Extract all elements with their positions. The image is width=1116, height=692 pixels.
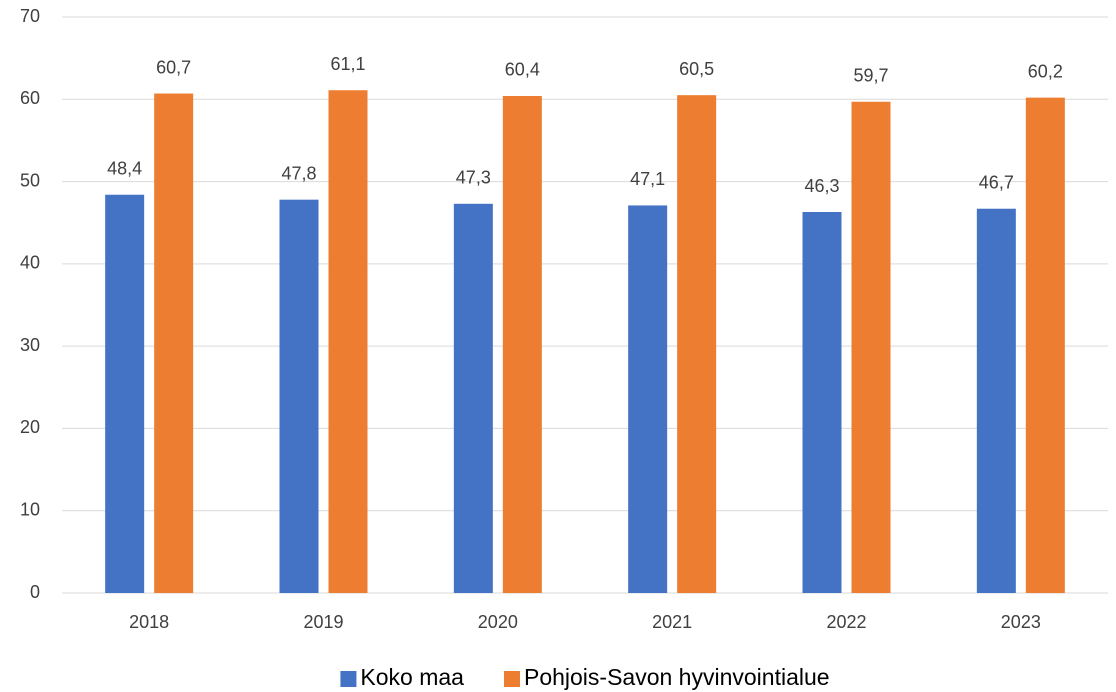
legend-item: Pohjois-Savon hyvinvointialue — [503, 664, 830, 690]
bar — [1025, 97, 1065, 593]
bar — [328, 90, 368, 593]
data-label: 59,7 — [853, 66, 888, 86]
bar — [105, 194, 145, 594]
bar — [976, 208, 1016, 593]
x-tick-label: 2018 — [129, 612, 169, 632]
data-label: 60,7 — [156, 57, 191, 77]
legend-label: Pohjois-Savon hyvinvointialue — [524, 664, 830, 690]
data-label: 47,3 — [456, 168, 491, 188]
x-tick-label: 2020 — [478, 612, 518, 632]
bar — [502, 95, 542, 593]
x-tick-label: 2022 — [826, 612, 866, 632]
y-tick-label: 50 — [20, 170, 40, 190]
y-tick-label: 30 — [20, 335, 40, 355]
bar — [628, 205, 668, 594]
legend-label: Koko maa — [360, 664, 464, 690]
legend-swatch — [340, 671, 357, 687]
data-label: 60,4 — [505, 60, 540, 80]
legend-swatch — [503, 671, 520, 687]
y-tick-label: 0 — [30, 582, 40, 602]
data-label: 47,8 — [281, 163, 316, 183]
x-tick-label: 2019 — [303, 612, 343, 632]
legend-item: Koko maa — [340, 664, 464, 690]
bar — [851, 101, 891, 594]
data-label: 46,7 — [979, 172, 1014, 192]
bar — [802, 212, 842, 593]
bar — [154, 93, 194, 594]
y-tick-label: 70 — [20, 6, 40, 26]
data-label: 48,4 — [107, 158, 142, 178]
data-label: 61,1 — [330, 54, 365, 74]
x-tick-label: 2021 — [652, 612, 692, 632]
data-label: 46,3 — [804, 176, 839, 196]
data-label: 60,5 — [679, 59, 714, 79]
bar — [677, 95, 717, 594]
y-tick-label: 40 — [20, 253, 40, 273]
y-tick-label: 10 — [20, 499, 40, 519]
y-tick-label: 60 — [20, 88, 40, 108]
y-tick-label: 20 — [20, 417, 40, 437]
x-tick-label: 2023 — [1001, 612, 1041, 632]
data-label: 60,2 — [1028, 61, 1063, 81]
data-label: 47,1 — [630, 169, 665, 189]
bar — [279, 199, 319, 593]
bar — [453, 203, 493, 593]
